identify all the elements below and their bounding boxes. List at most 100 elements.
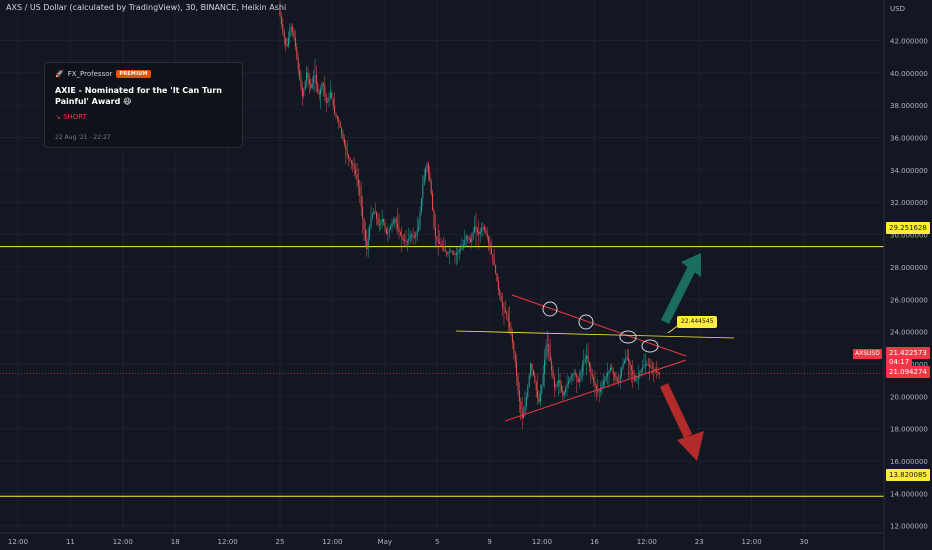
candle-body — [328, 97, 330, 102]
candle-body — [402, 237, 404, 240]
triangle-upper-trendline — [511, 294, 687, 357]
rocket-icon: 🚀 — [55, 70, 64, 78]
price-axis-unit: USD — [890, 5, 905, 13]
candle-body — [525, 397, 527, 407]
swing-high-circle — [641, 339, 659, 353]
candle-body — [467, 235, 469, 237]
candle-body — [360, 195, 362, 208]
candle-body — [614, 373, 616, 377]
candle-body — [513, 342, 515, 352]
chart-title: AXS / US Dollar (calculated by TradingVi… — [6, 3, 287, 12]
premium-badge: PREMIUM — [116, 70, 151, 78]
candle-body — [555, 385, 557, 388]
candle-body — [363, 218, 365, 230]
candle-body — [609, 367, 611, 371]
candle-body — [433, 210, 435, 228]
candle-body — [357, 179, 359, 186]
candle-body — [583, 361, 585, 365]
chart-drawings — [455, 253, 735, 461]
candle-body — [509, 321, 511, 328]
candle-body — [315, 75, 317, 84]
y-tick-label: 38.000000 — [890, 102, 928, 110]
candle-body — [453, 252, 455, 255]
candle-body — [378, 224, 380, 225]
candle-body — [401, 234, 403, 238]
candle-body — [479, 231, 481, 235]
candle-body — [600, 388, 602, 392]
candle-body — [294, 38, 296, 47]
candle-body — [348, 154, 350, 158]
candle-body — [457, 251, 459, 254]
candle-body — [635, 380, 637, 381]
swing-high-circle — [578, 314, 594, 330]
candle-body — [458, 250, 460, 252]
candle-body — [552, 370, 554, 379]
candle-body — [492, 253, 494, 260]
y-tick-label: 42.000000 — [890, 37, 928, 45]
candle-body — [538, 398, 540, 402]
candle-body — [595, 385, 597, 389]
y-tick-label: 26.000000 — [890, 296, 928, 304]
candle-body — [441, 245, 443, 248]
candle-body — [576, 374, 578, 379]
candle-body — [637, 375, 639, 378]
candle-body — [367, 237, 369, 250]
candle-body — [493, 259, 495, 266]
candle-body — [598, 391, 600, 393]
candle-body — [374, 211, 376, 213]
candle-body — [460, 249, 462, 251]
candle-body — [423, 176, 425, 185]
candle-body — [558, 380, 560, 383]
candle-body — [283, 31, 285, 38]
candle-body — [504, 310, 506, 314]
candle-body — [586, 355, 588, 359]
candle-body — [366, 241, 368, 250]
candle-body — [306, 72, 308, 82]
x-tick-label: 5 — [435, 538, 439, 546]
candle-body — [497, 281, 499, 290]
candle-body — [364, 229, 366, 242]
candle-body — [517, 376, 519, 391]
candle-body — [289, 29, 291, 38]
candle-body — [412, 235, 414, 237]
candle-body — [616, 379, 618, 382]
candle-body — [647, 364, 649, 366]
candle-body — [500, 296, 502, 302]
y-tick-label: 28.000000 — [890, 264, 928, 272]
candle-body — [478, 232, 480, 235]
candle-body — [643, 366, 645, 368]
candle-body — [322, 83, 324, 86]
candle-body — [341, 127, 343, 134]
candle-body — [475, 226, 477, 230]
candle-body — [622, 363, 624, 369]
candle-body — [520, 401, 522, 410]
candle-body — [451, 250, 453, 253]
idea-author[interactable]: 🚀 FX_Professor PREMIUM — [55, 70, 151, 78]
candle-body — [314, 75, 316, 77]
candle-body — [391, 223, 393, 227]
candle-body — [556, 382, 558, 386]
candle-body — [510, 327, 512, 335]
candlestick-series — [279, 1, 660, 430]
idea-card[interactable]: 🚀 FX_Professor PREMIUM AXIE - Nominated … — [44, 62, 243, 148]
candle-body — [615, 376, 617, 380]
candle-body — [607, 373, 609, 377]
swing-high-circle — [542, 301, 558, 317]
candle-body — [570, 376, 572, 379]
candle-body — [280, 16, 282, 24]
candle-body — [628, 357, 630, 362]
candle-body — [394, 219, 396, 221]
candle-body — [650, 366, 652, 368]
candle-body — [521, 409, 523, 419]
candle-body — [285, 37, 287, 45]
candle-body — [380, 222, 382, 225]
candle-body — [390, 226, 392, 230]
candle-body — [325, 94, 327, 103]
candle-body — [548, 344, 550, 354]
candle-body — [279, 8, 281, 17]
candle-body — [590, 367, 592, 373]
candle-body — [370, 217, 372, 227]
candle-body — [293, 32, 295, 39]
candle-body — [409, 235, 411, 239]
